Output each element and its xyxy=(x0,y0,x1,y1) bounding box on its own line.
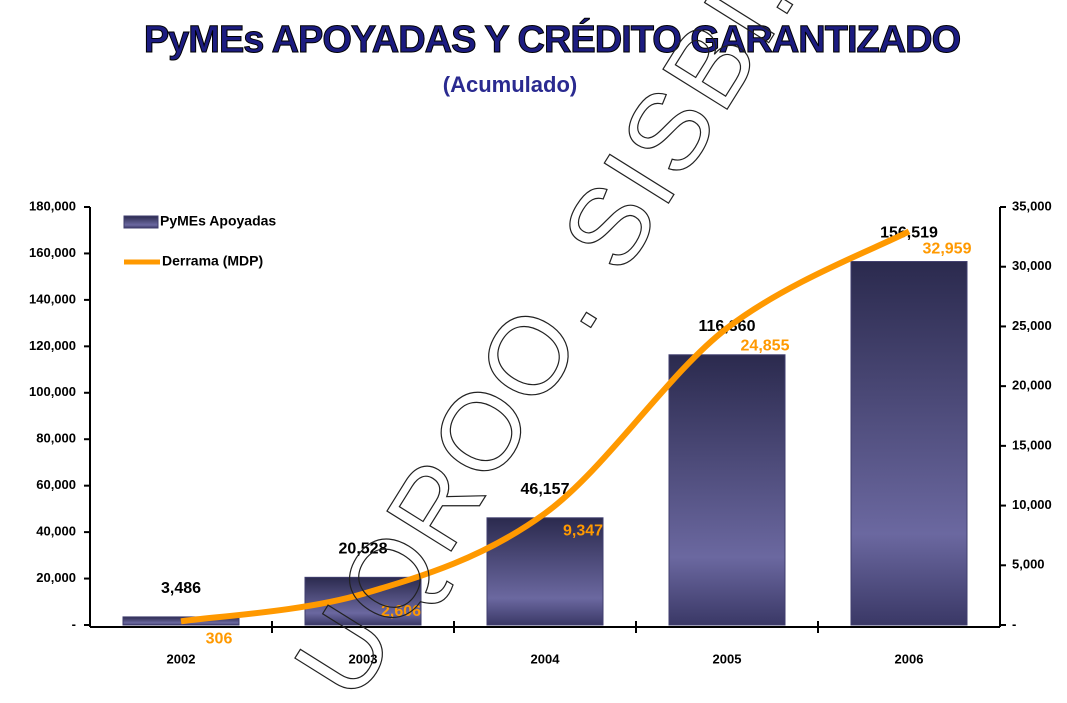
chart-subtitle: (Acumulado) xyxy=(443,72,577,97)
x-tick-label: 2003 xyxy=(349,651,378,666)
y2-tick-label: 15,000 xyxy=(1012,437,1052,452)
legend-swatch xyxy=(123,215,159,229)
bar-value-label: 46,157 xyxy=(521,481,570,498)
bar xyxy=(850,261,968,626)
x-tick-label: 2004 xyxy=(531,651,561,666)
legend-label: PyMEs Apoyadas xyxy=(160,213,276,229)
y-tick-label: 40,000 xyxy=(36,524,76,539)
y-tick-label: 20,000 xyxy=(36,570,76,585)
bar-value-label: 20,528 xyxy=(339,541,388,558)
line-value-label: 24,855 xyxy=(741,337,790,354)
y-tick-label: - xyxy=(72,616,76,631)
line-value-label: 32,959 xyxy=(923,241,972,258)
y2-tick-label: 20,000 xyxy=(1012,378,1052,393)
y-tick-label: 180,000 xyxy=(29,198,76,213)
y-tick-label: 160,000 xyxy=(29,245,76,260)
y-tick-label: 80,000 xyxy=(36,431,76,446)
x-tick-label: 2005 xyxy=(713,651,742,666)
line-value-label: 9,347 xyxy=(563,523,603,540)
y2-tick-label: 25,000 xyxy=(1012,318,1052,333)
x-tick-label: 2006 xyxy=(895,651,924,666)
plot: - 20,000 40,000 60,000 80,000 100,000 120,000 1… xyxy=(29,198,1052,666)
y2-tick-label: - xyxy=(1012,616,1016,631)
y-tick-label: 60,000 xyxy=(36,477,76,492)
y-tick-label: 120,000 xyxy=(29,338,76,353)
y2-tick-label: 35,000 xyxy=(1012,198,1052,213)
y2-tick-label: 5,000 xyxy=(1012,557,1045,572)
line-value-label: 306 xyxy=(206,631,233,648)
x-tick-label: 2002 xyxy=(167,651,196,666)
bar-value-label: 3,486 xyxy=(161,580,201,597)
line xyxy=(180,228,911,625)
y2-tick-label: 30,000 xyxy=(1012,258,1052,273)
y-tick-label: 100,000 xyxy=(29,384,76,399)
legend-label: Derrama (MDP) xyxy=(162,253,263,269)
chart-title: PyMEs APOYADAS Y CRÉDITO GARANTIZADO xyxy=(144,17,960,61)
y-tick-label: 140,000 xyxy=(29,291,76,306)
y2-tick-label: 10,000 xyxy=(1012,497,1052,512)
line-value-label: 2,606 xyxy=(381,603,421,620)
bar xyxy=(668,354,786,626)
